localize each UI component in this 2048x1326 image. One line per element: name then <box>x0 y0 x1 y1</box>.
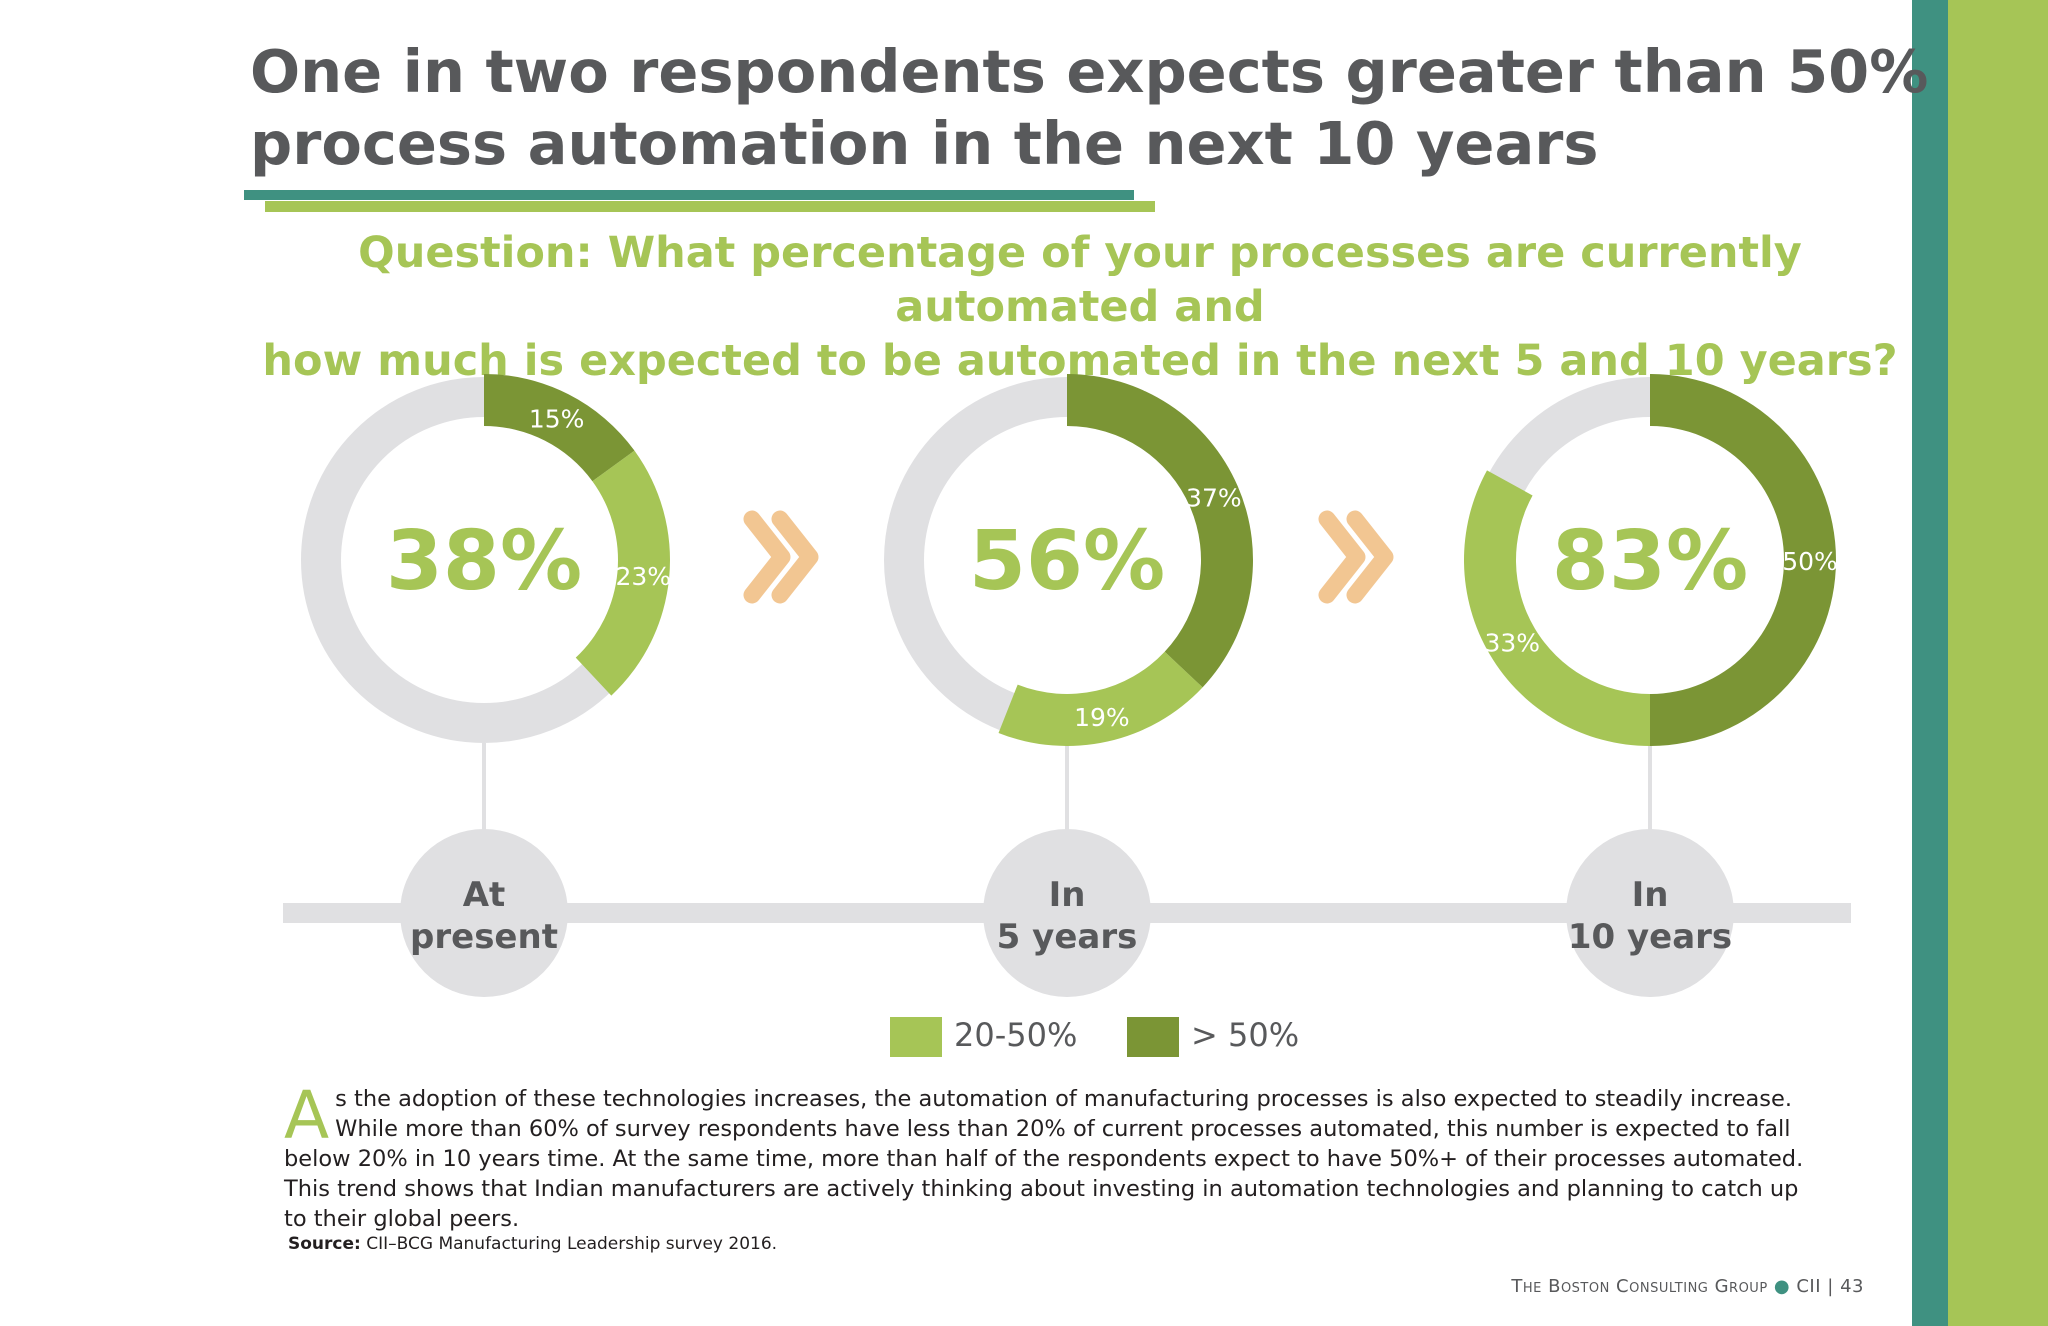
body-text: s the adoption of these technologies inc… <box>284 1086 1804 1232</box>
donut-segment-20-50 <box>1463 470 1650 746</box>
side-band-green <box>1948 0 2048 1326</box>
donut-total: 56% <box>969 514 1165 609</box>
period-label-line-1: At <box>463 875 506 915</box>
chevron-right-icon <box>771 510 819 604</box>
donut-segment-over-50 <box>1067 374 1253 688</box>
title-line-1: One in two respondents expects greater t… <box>250 37 1929 106</box>
footer-org: The Boston Consulting Group <box>1511 1276 1768 1297</box>
body-paragraph: A s the adoption of these technologies i… <box>284 1077 1824 1234</box>
period-label-line-1: In <box>1049 875 1086 915</box>
segment-label-20-50: 19% <box>1074 703 1130 732</box>
segment-label-over-50: 15% <box>529 404 585 433</box>
period-circle <box>400 829 568 997</box>
legend-swatch-light <box>890 1017 942 1057</box>
donut-total: 38% <box>386 514 582 609</box>
donut-segment-over-50 <box>484 374 635 482</box>
segment-label-over-50: 50% <box>1782 547 1838 576</box>
survey-question: Question: What percentage of your proces… <box>230 226 1930 388</box>
period-label-line-2: present <box>410 917 558 957</box>
period-circle <box>983 829 1151 997</box>
legend-swatch-dark <box>1127 1017 1179 1057</box>
footer-dot-icon: ● <box>1773 1276 1791 1297</box>
title-line-2: process automation in the next 10 years <box>250 109 1599 178</box>
segment-label-20-50: 23% <box>616 562 672 591</box>
legend-label: 20-50% <box>954 1016 1078 1054</box>
period-label-line-2: 5 years <box>997 917 1138 957</box>
source-label: Source: <box>288 1234 361 1254</box>
period-circle <box>1566 829 1734 997</box>
source-note: Source: CII–BCG Manufacturing Leadership… <box>288 1234 777 1254</box>
segment-label-over-50: 37% <box>1186 483 1242 512</box>
chevron-right-icon <box>1318 510 1366 604</box>
title-rule-teal <box>244 190 1134 200</box>
footer-partner: CII <box>1796 1276 1822 1297</box>
chevron-right-icon <box>743 510 791 604</box>
period-label-line-1: In <box>1632 875 1669 915</box>
donut-segment-over-50 <box>1650 374 1836 746</box>
drop-cap: A <box>284 1077 330 1154</box>
donut-total: 83% <box>1552 514 1748 609</box>
period-label-line-2: 10 years <box>1568 917 1732 957</box>
footer-separator: | <box>1827 1276 1834 1297</box>
page-footer: The Boston Consulting Group ● CII | 43 <box>1511 1276 1864 1297</box>
segment-label-20-50: 33% <box>1484 628 1540 657</box>
donut-segment-20-50 <box>998 651 1203 746</box>
chevron-right-icon <box>1346 510 1394 604</box>
donut-segment-20-50 <box>575 450 670 696</box>
side-band-teal <box>1912 0 1948 1326</box>
footer-page-number: 43 <box>1840 1276 1864 1297</box>
source-text: CII–BCG Manufacturing Leadership survey … <box>360 1234 778 1254</box>
legend-label: > 50% <box>1191 1016 1300 1054</box>
question-line-1: Question: What percentage of your proces… <box>358 228 1802 332</box>
title-rule-green <box>265 201 1155 212</box>
